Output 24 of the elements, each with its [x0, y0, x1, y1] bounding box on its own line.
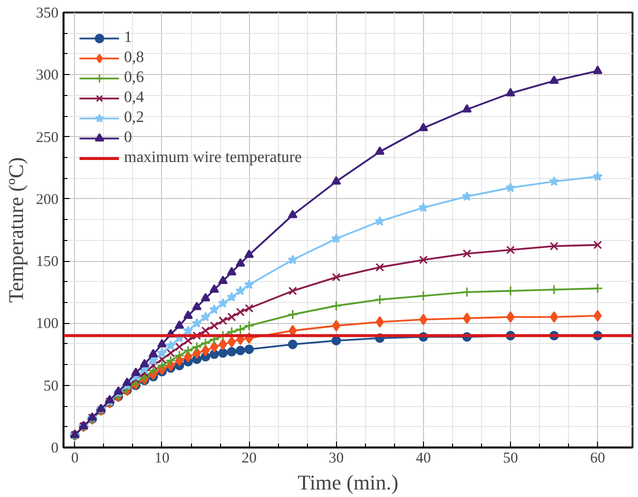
x-tick-label: 50 [503, 450, 518, 466]
x-tick-label: 20 [242, 450, 257, 466]
x-tick-label: 10 [154, 450, 170, 466]
legend-label: 0,6 [124, 69, 144, 87]
legend-label: 1 [124, 29, 133, 47]
x-axis-title: Time (min.) [298, 470, 398, 494]
y-tick-label: 300 [36, 68, 58, 84]
x-tick-label: 60 [590, 450, 606, 466]
x-tick-label: 0 [71, 450, 79, 466]
y-tick-label: 100 [36, 316, 58, 332]
y-tick-label: 350 [36, 6, 58, 22]
y-tick-label: 250 [36, 130, 58, 146]
legend-label: 0 [124, 129, 133, 147]
y-axis-title: Temperature (ºC) [4, 157, 28, 303]
y-tick-label: 50 [44, 378, 58, 394]
legend-label: 0,8 [124, 49, 144, 67]
x-tick-label: 30 [328, 450, 344, 466]
legend-label: 0,4 [124, 89, 144, 107]
y-tick-label: 200 [36, 192, 58, 208]
y-tick-label: 150 [36, 254, 58, 270]
y-tick-label: 0 [51, 440, 58, 456]
x-tick-label: 40 [416, 450, 431, 466]
legend-label: 0,2 [124, 109, 144, 127]
legend-label: maximum wire temperature [124, 149, 302, 167]
